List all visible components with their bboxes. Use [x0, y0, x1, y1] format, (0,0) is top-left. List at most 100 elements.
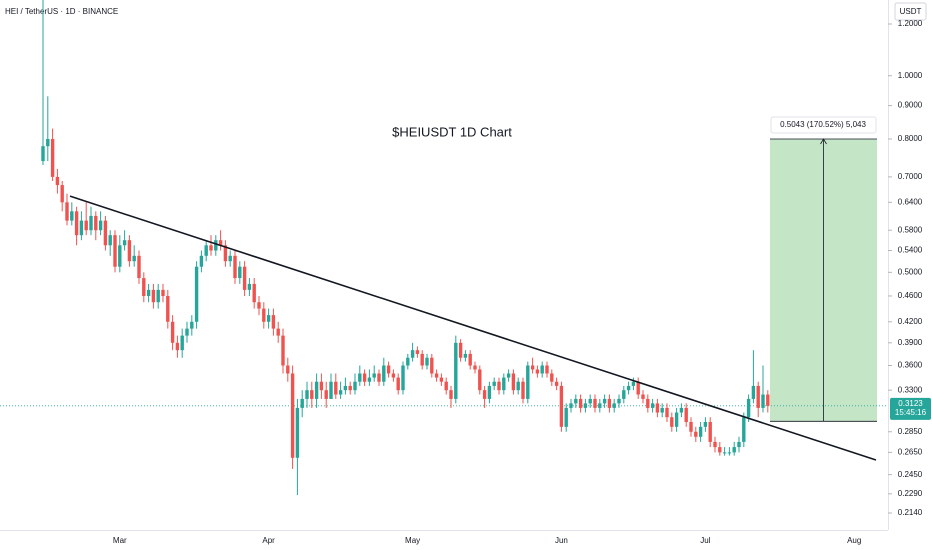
candle-body [631, 381, 636, 386]
candle-body [526, 365, 530, 399]
candle-body [238, 266, 242, 279]
candle-body [583, 403, 588, 408]
candle-body [722, 452, 727, 454]
candle-body [530, 365, 535, 370]
candle-body [266, 315, 271, 322]
candle-body [271, 315, 276, 329]
candle-body [694, 431, 698, 437]
candle-body [377, 373, 381, 382]
candle-body [223, 245, 228, 262]
candle-body [305, 390, 309, 399]
candle-body [242, 266, 247, 290]
candle-body [209, 245, 213, 251]
candle-body [180, 335, 184, 351]
candle-body [70, 211, 74, 221]
candle-body [194, 266, 199, 322]
candle-body [434, 373, 439, 378]
candle-body [65, 202, 69, 221]
candle-body [751, 385, 756, 399]
candle-body [554, 381, 559, 386]
last-price: 0.3123 [898, 399, 923, 408]
y-tick-label: 0.2140 [898, 508, 923, 517]
x-tick-label: Aug [847, 536, 861, 545]
candle-body [473, 365, 477, 370]
symbol-header: HEI / TetherUS · 1D · BINANCE [5, 7, 118, 16]
candle-body [655, 403, 660, 413]
candle-body [689, 421, 693, 432]
candle-body [574, 398, 578, 404]
x-tick-label: Jul [700, 536, 710, 545]
y-tick-label: 0.2650 [898, 448, 923, 457]
y-tick-label: 0.2450 [898, 470, 923, 479]
candle-body [382, 365, 386, 382]
candle-body [276, 328, 280, 336]
candle-body [113, 235, 117, 267]
candle-body [535, 369, 540, 374]
candle-body [487, 385, 492, 399]
candle-body [492, 381, 496, 386]
candle-body [454, 342, 458, 399]
candle-body [146, 289, 151, 296]
x-tick-label: Mar [113, 536, 127, 545]
candle-body [684, 407, 688, 422]
x-tick-label: Apr [262, 536, 275, 545]
candle-body [756, 385, 760, 408]
candle-body [319, 381, 324, 391]
candle-body [617, 398, 621, 404]
candle-body [516, 381, 520, 391]
last-price-tag [890, 397, 931, 420]
candle-body [602, 398, 607, 404]
y-tick-label: 0.2850 [898, 427, 923, 436]
chart-title: $HEIUSDT 1D Chart [392, 124, 512, 139]
candle-body [482, 390, 487, 399]
candle-body [588, 398, 592, 404]
candle-body [506, 373, 511, 378]
candle-body [439, 377, 444, 382]
candle-body [89, 215, 93, 231]
candle-body [262, 308, 266, 322]
currency: USDT [900, 7, 922, 16]
candle-body [679, 407, 684, 413]
candle-body [646, 398, 650, 408]
candle-body [415, 350, 420, 354]
candle-body [449, 390, 453, 399]
candle-body [218, 240, 223, 246]
candle-body [766, 394, 770, 406]
candle-body [425, 357, 429, 366]
candle-body [166, 295, 170, 322]
y-tick-label: 0.3600 [898, 361, 923, 370]
candle-body [228, 255, 232, 262]
candle-body [127, 240, 132, 262]
candle-body [401, 365, 405, 391]
y-tick-label: 0.7000 [898, 172, 923, 181]
candle-body [497, 381, 501, 391]
candle-body [545, 365, 549, 374]
candle-body [502, 377, 506, 391]
candle-body [391, 373, 396, 378]
y-tick-label: 0.8000 [898, 134, 923, 143]
candle-body [674, 412, 679, 427]
candle-body [118, 245, 122, 267]
candle-body [737, 441, 741, 448]
candle-body [108, 235, 112, 246]
y-tick-label: 0.3900 [898, 338, 923, 347]
candle-body [598, 403, 602, 408]
trendline [69, 195, 877, 461]
candle-body [593, 398, 597, 408]
candle-body [468, 353, 472, 366]
candle-body [94, 215, 98, 231]
candle-body [626, 385, 631, 391]
candle-body [358, 373, 362, 382]
candle-body [430, 357, 434, 374]
candle-body [103, 220, 108, 246]
candle-body [564, 407, 568, 427]
candle-body [578, 398, 583, 408]
candle-body [569, 403, 573, 408]
candle-body [559, 385, 564, 427]
candle-body [214, 240, 218, 251]
currency-box[interactable] [894, 2, 927, 21]
candle-body [84, 220, 88, 231]
x-tick-label: Jun [555, 536, 568, 545]
